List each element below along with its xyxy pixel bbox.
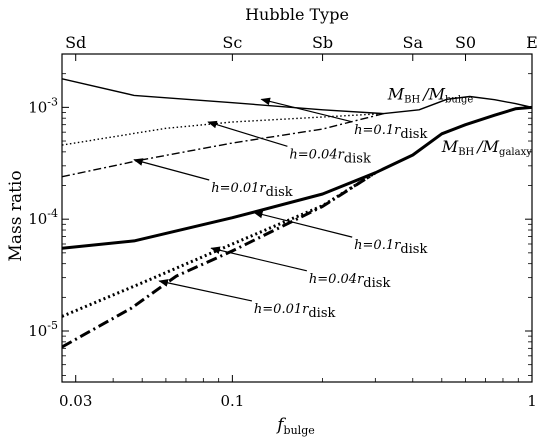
- series-line-bulge-solid: [62, 78, 532, 115]
- x-tick-label: 1: [527, 392, 537, 410]
- annotation-label: h=0.04rdisk: [309, 272, 391, 291]
- series-line-bulge-dotted: [62, 112, 384, 146]
- series-line-bulge-dashdot: [62, 112, 384, 178]
- annotation-label: h=0.1rdisk: [354, 123, 427, 142]
- y-tick-label: 10-5: [28, 319, 58, 340]
- hubble-type-label: S0: [455, 33, 476, 52]
- hubble-type-label: Sc: [222, 33, 242, 52]
- series-line-galaxy-dotted: [62, 171, 377, 318]
- annotation-label: h=0.01rdisk: [211, 181, 293, 200]
- hubble-type-label: Sb: [312, 33, 333, 52]
- annotation-label: h=0.04rdisk: [289, 147, 371, 166]
- plot-frame: [61, 53, 533, 383]
- hubble-type-label: Sa: [403, 33, 424, 52]
- top-axis-title: Hubble Type: [245, 5, 349, 24]
- annotation-label: h=0.1rdisk: [354, 238, 427, 257]
- curve-label: MBH/Mbulge: [387, 84, 474, 105]
- annotation-arrow: [133, 158, 210, 181]
- curve-label: MBH/Mgalaxy: [441, 137, 532, 158]
- annotation-arrow: [207, 120, 288, 147]
- x-tick-label: 0.03: [59, 392, 92, 410]
- y-tick-label: 10-4: [28, 207, 58, 228]
- annotation-arrow: [158, 279, 253, 302]
- annotation-arrow: [210, 246, 308, 272]
- y-tick-label: 10-3: [28, 95, 58, 116]
- annotation-arrow: [260, 97, 353, 123]
- y-axis-title: Mass ratio: [6, 170, 26, 261]
- x-tick-label: 0.1: [220, 392, 244, 410]
- series-line-galaxy-solid: [62, 105, 532, 250]
- annotation-label: h=0.01rdisk: [254, 302, 336, 321]
- series-line-galaxy-dashdot: [62, 171, 377, 349]
- hubble-type-label: E: [526, 33, 538, 52]
- hubble-type-label: Sd: [65, 33, 86, 52]
- annotation-arrow: [252, 210, 353, 238]
- x-axis-title: fbulge: [275, 415, 315, 437]
